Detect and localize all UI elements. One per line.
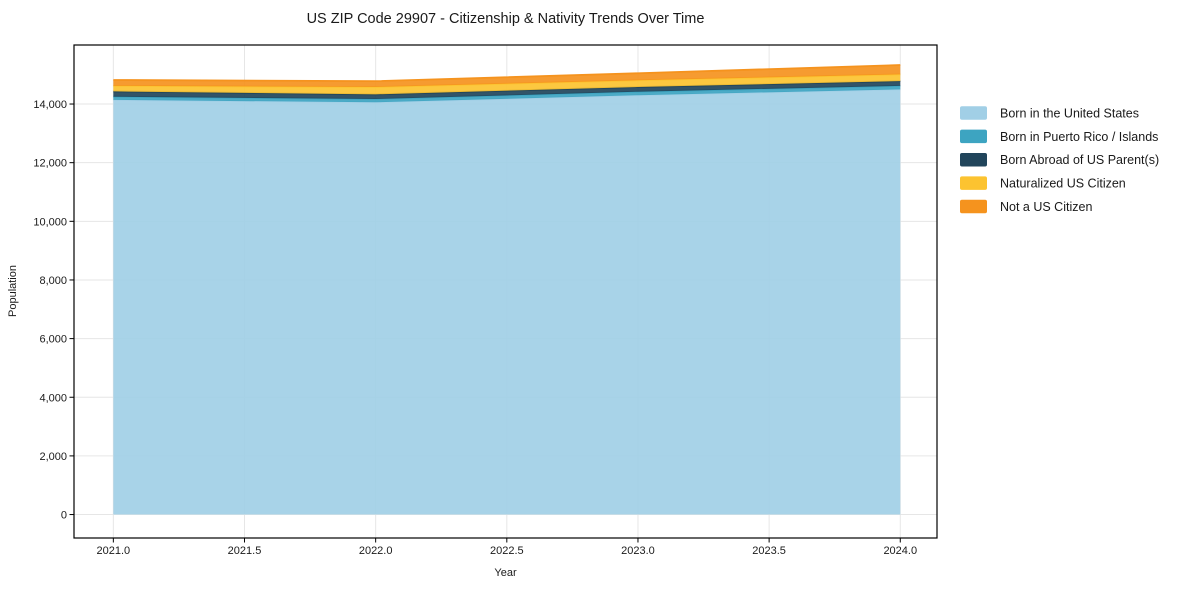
legend-item-born-abroad-of-us-parent-s: Born Abroad of US Parent(s) [960,153,1159,167]
legend-swatch-born-in-puerto-rico-islands [960,129,987,144]
legend-label: Born in Puerto Rico / Islands [1000,130,1158,144]
x-tick-label: 2022.5 [490,545,524,557]
plot-frame [73,44,938,539]
legend-item-naturalized-us-citizen: Naturalized US Citizen [960,176,1126,191]
legend-label: Naturalized US Citizen [1000,177,1126,191]
legend-label: Not a US Citizen [1000,200,1092,214]
legend-item-not-a-us-citizen: Not a US Citizen [960,199,1092,214]
legend-swatch-born-in-the-united-states [960,106,987,120]
x-tick-label: 2022.0 [359,545,393,557]
area-edge-not-a-us-citizen [113,64,901,83]
x-tick-label: 2021.0 [97,545,131,557]
legend-swatch-not-a-us-citizen [960,199,987,214]
axis-ticks: 2021.0 2021.5 2022.0 2022.5 2023.0 2023.5 2024… [33,99,917,557]
x-tick-label: 2023.5 [752,545,786,557]
y-tick-label: 12,000 [33,158,67,170]
x-tick-label: 2024.0 [883,545,917,557]
y-tick-label: 6,000 [39,334,67,346]
chart-title: US ZIP Code 29907 - Citizenship & Nativi… [307,11,705,27]
area-born-in-the-united-states [113,89,901,515]
x-tick-label: 2023.0 [621,545,655,557]
legend-swatch-born-abroad-of-us-parent-s [960,153,987,167]
legend-label: Born Abroad of US Parent(s) [1000,153,1159,167]
legend-item-born-in-puerto-rico-islands: Born in Puerto Rico / Islands [960,129,1158,144]
legend: Born in the United States Born in Puerto … [960,106,1159,214]
legend-swatch-naturalized-us-citizen [960,176,987,190]
legend-label: Born in the United States [1000,106,1139,120]
y-tick-label: 0 [61,510,67,522]
y-tick-label: 14,000 [33,99,67,111]
y-tick-label: 8,000 [39,275,67,287]
x-tick-label: 2021.5 [228,545,262,557]
y-tick-label: 2,000 [39,451,67,463]
stacked-areas [113,64,901,515]
legend-item-born-in-the-united-states: Born in the United States [960,106,1139,120]
x-axis-label: Year [494,567,517,579]
y-tick-label: 4,000 [39,392,67,404]
axes-spines [73,44,938,539]
y-tick-label: 10,000 [33,216,67,228]
y-axis-label: Population [7,265,19,317]
